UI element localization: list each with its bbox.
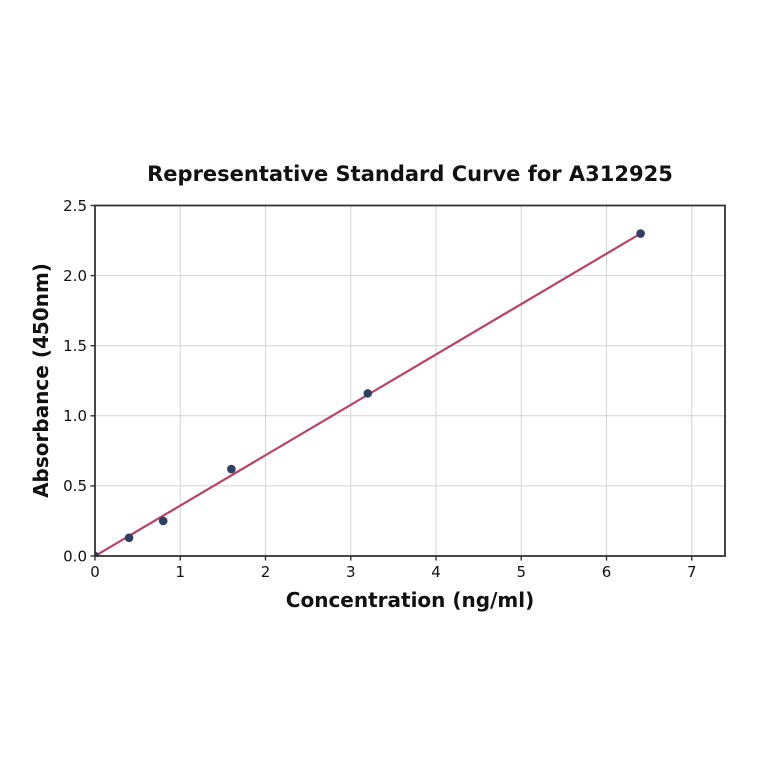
x-tick-label: 5: [516, 563, 526, 581]
data-point: [636, 229, 645, 238]
plot-border: [94, 204, 726, 557]
x-tick-label: 4: [431, 563, 441, 581]
y-tick-label: 0.0: [63, 547, 87, 565]
x-tick-label: 2: [261, 563, 271, 581]
x-tick-label: 1: [175, 563, 185, 581]
data-point: [363, 389, 373, 398]
data-point: [158, 516, 168, 526]
y-tick-label: 1.5: [63, 337, 87, 355]
x-tick-label: 3: [346, 563, 356, 581]
chart-title: Representative Standard Curve for A31292…: [147, 162, 673, 186]
data-point: [95, 551, 100, 556]
x-tick-label: 7: [687, 563, 697, 581]
y-tick-label: 2.5: [63, 197, 87, 215]
axes-layer: [94, 204, 726, 557]
y-tick-label: 0.5: [63, 477, 87, 495]
x-axis-label: Concentration (ng/ml): [286, 588, 534, 612]
grid-layer: [94, 205, 725, 557]
x-tick-label: 6: [602, 563, 612, 581]
data-point: [124, 533, 134, 543]
tick-layer: 0 1 2 3 4 5 6 7 0.0 0.5 1.0 1.5 2.0 2.5: [63, 197, 696, 581]
y-tick-label: 1.0: [63, 407, 87, 425]
data-point: [227, 464, 236, 474]
y-tick-label: 2.0: [63, 267, 87, 285]
series-layer: [95, 229, 645, 556]
x-tick-label: 0: [90, 563, 100, 581]
y-axis-label: Absorbance (450nm): [29, 263, 53, 498]
